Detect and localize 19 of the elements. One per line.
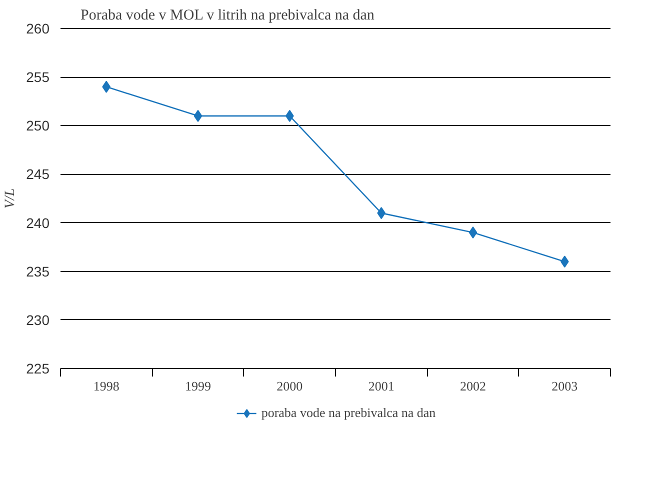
y-tick-label: 245 — [26, 166, 50, 182]
legend-label: poraba vode na prebivalca na dan — [261, 405, 436, 421]
y-tick-label: 225 — [26, 360, 50, 376]
point — [468, 226, 478, 238]
chart-title: Poraba vode v MOL v litrih na prebivalca na dan — [80, 8, 375, 24]
x-tick-label: 1998 — [93, 378, 120, 394]
y-tick-label: 250 — [26, 118, 50, 134]
point — [194, 110, 202, 122]
y-tick-label: 235 — [26, 263, 50, 280]
x-tick-label: 2002 — [460, 378, 486, 394]
y-axis-title: V/L — [3, 188, 18, 209]
x-tick-label: 2001 — [368, 378, 394, 394]
y-tick-label: 260 — [26, 20, 50, 36]
x-tick-label: 2000 — [276, 378, 303, 394]
x-tick-label: 2003 — [552, 378, 578, 394]
y-tick-label: 230 — [26, 312, 50, 328]
y-tick-label: 240 — [26, 214, 50, 231]
x-tick-label: 1999 — [185, 378, 211, 394]
y-tick-label: 255 — [26, 69, 50, 86]
